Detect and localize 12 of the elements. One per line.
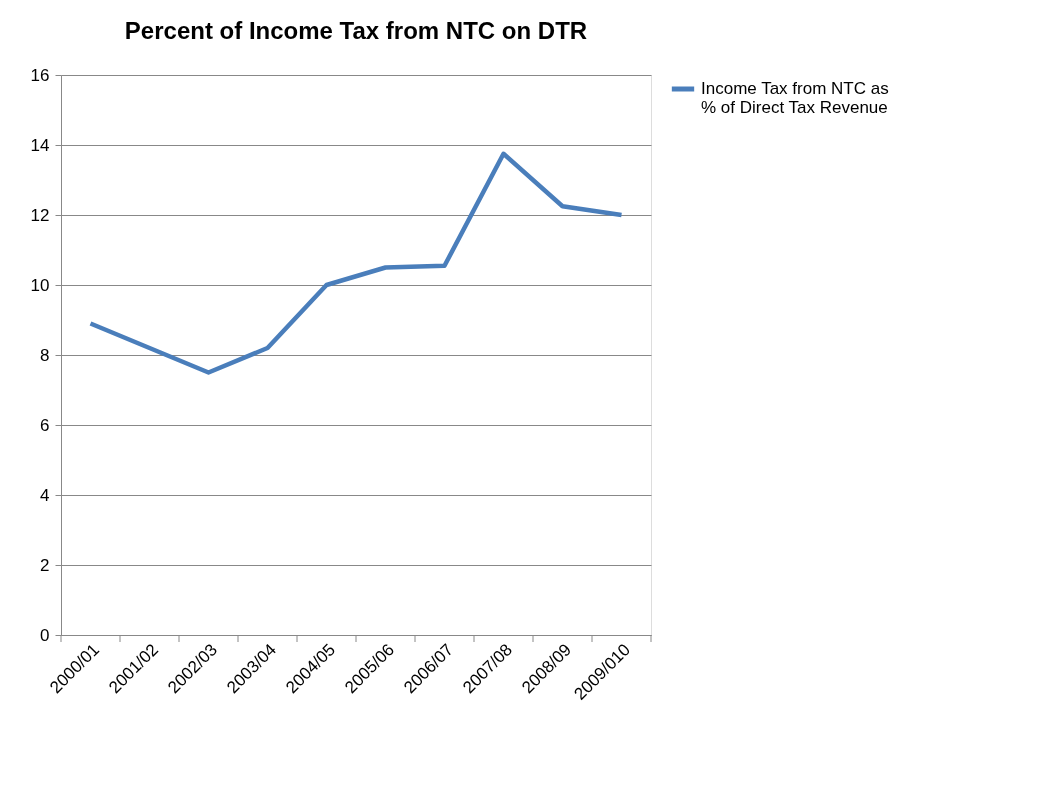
y-tick-label: 8 xyxy=(40,345,50,365)
y-tick-label: 2 xyxy=(40,555,50,575)
chart-title: Percent of Income Tax from NTC on DTR xyxy=(124,17,588,44)
y-tick-label: 0 xyxy=(40,625,50,645)
y-tick-label: 6 xyxy=(40,415,50,435)
y-tick-label: 16 xyxy=(30,65,50,85)
legend-label: Income Tax from NTC as % of Direct Tax Revenue xyxy=(701,79,889,117)
line-series xyxy=(88,151,624,375)
y-tick-label: 14 xyxy=(30,135,50,155)
y-tick-label: 12 xyxy=(30,205,50,225)
y-tick-label: 4 xyxy=(40,485,50,505)
y-tick-label: 10 xyxy=(30,275,50,295)
